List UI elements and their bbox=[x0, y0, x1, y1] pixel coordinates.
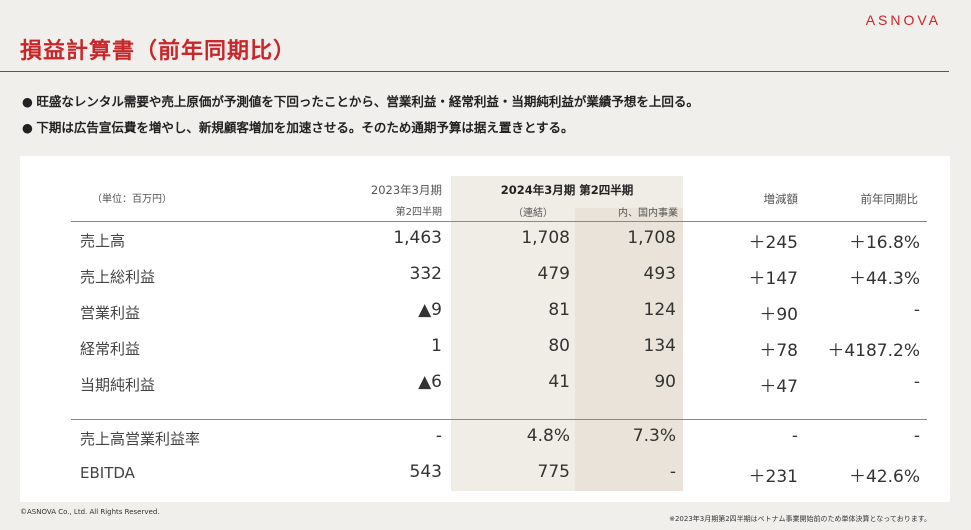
cell-diff: ＋231 bbox=[748, 467, 798, 487]
row-label: 売上総利益 bbox=[80, 268, 156, 286]
cell-diff: ＋90 bbox=[759, 305, 798, 325]
row-label: 当期純利益 bbox=[80, 376, 156, 394]
summary-bullets: ● 旺盛なレンタル需要や売上原価が予測値を下回ったことから、営業利益・経常利益・… bbox=[22, 92, 942, 144]
cell-prev: 332 bbox=[409, 264, 442, 284]
cell-consolidated: 81 bbox=[548, 300, 570, 320]
domestic-column-highlight bbox=[575, 208, 683, 491]
cell-consolidated: 1,708 bbox=[521, 228, 570, 248]
bullet-text: 下期は広告宣伝費を増やし、新規顧客増加を加速させる。そのため通期予算は据え置きと… bbox=[36, 120, 574, 135]
cell-domestic: 7.3% bbox=[632, 426, 676, 446]
footnote-text: ※2023年3月期第2四半期はベトナム事業開始前のため単体決算となっております。 bbox=[669, 515, 931, 523]
brand-logo: ASNOVA bbox=[865, 12, 941, 28]
cell-prev: ▲9 bbox=[418, 300, 442, 320]
cell-domestic: 1,708 bbox=[627, 228, 676, 248]
cell-yoy: - bbox=[913, 300, 920, 320]
cell-domestic: 134 bbox=[643, 336, 676, 356]
summary-bullet-1: ● 旺盛なレンタル需要や売上原価が予測値を下回ったことから、営業利益・経常利益・… bbox=[22, 92, 942, 118]
row-label: 営業利益 bbox=[80, 304, 141, 322]
cell-domestic: 124 bbox=[643, 300, 676, 320]
cell-domestic: 493 bbox=[643, 264, 676, 284]
col-yoy-header: 前年同期比 bbox=[860, 192, 919, 206]
row-label: 売上高営業利益率 bbox=[80, 430, 201, 448]
cell-diff: ＋245 bbox=[748, 233, 798, 253]
col-diff-header: 増減額 bbox=[763, 192, 799, 206]
unit-label: （単位：百万円） bbox=[92, 194, 172, 205]
cell-yoy: - bbox=[913, 372, 920, 392]
col-prev-subheader: 第2四半期 bbox=[395, 207, 442, 218]
cell-yoy: ＋16.8% bbox=[848, 233, 920, 253]
cell-consolidated: 41 bbox=[548, 372, 570, 392]
cell-prev: 543 bbox=[409, 462, 442, 482]
cell-yoy: - bbox=[913, 426, 920, 446]
bullet-marker: ● bbox=[22, 120, 33, 135]
income-statement-table: （単位：百万円） 2023年3月期 第2四半期 2024年3月期 第2四半期 （… bbox=[20, 156, 950, 502]
cell-diff: ＋147 bbox=[748, 269, 798, 289]
row-label: 経常利益 bbox=[80, 340, 141, 358]
bullet-text: 旺盛なレンタル需要や売上原価が予測値を下回ったことから、営業利益・経常利益・当期… bbox=[36, 94, 699, 109]
copyright-text: ©ASNOVA Co., Ltd. All Rights Reserved. bbox=[20, 508, 160, 516]
section-divider bbox=[71, 419, 927, 420]
col-domestic-subheader: 内、国内事業 bbox=[618, 208, 678, 219]
header-divider bbox=[71, 221, 927, 222]
col-consolidated-subheader: （連結） bbox=[513, 208, 553, 219]
row-label: 売上高 bbox=[80, 232, 126, 250]
page-title: 損益計算書（前年同期比） bbox=[20, 39, 297, 64]
cell-yoy: ＋44.3% bbox=[848, 269, 920, 289]
cell-prev: ▲6 bbox=[418, 372, 442, 392]
cell-diff: - bbox=[791, 426, 798, 446]
cell-prev: 1 bbox=[431, 336, 442, 356]
cell-consolidated: 80 bbox=[548, 336, 570, 356]
cell-prev: - bbox=[435, 426, 442, 446]
cell-consolidated: 4.8% bbox=[526, 426, 570, 446]
cell-domestic: - bbox=[669, 462, 676, 482]
col-current-header: 2024年3月期 第2四半期 bbox=[500, 183, 634, 197]
cell-diff: ＋47 bbox=[759, 377, 798, 397]
summary-bullet-2: ● 下期は広告宣伝費を増やし、新規顧客増加を加速させる。そのため通期予算は据え置… bbox=[22, 118, 942, 144]
cell-consolidated: 479 bbox=[537, 264, 570, 284]
col-prev-header: 2023年3月期 bbox=[370, 183, 442, 197]
cell-yoy: ＋42.6% bbox=[848, 467, 920, 487]
cell-consolidated: 775 bbox=[537, 462, 570, 482]
row-label: EBITDA bbox=[80, 464, 135, 482]
cell-domestic: 90 bbox=[654, 372, 676, 392]
cell-prev: 1,463 bbox=[393, 228, 442, 248]
cell-yoy: ＋4187.2% bbox=[827, 341, 920, 361]
bullet-marker: ● bbox=[22, 94, 33, 109]
title-divider bbox=[0, 71, 949, 72]
cell-diff: ＋78 bbox=[759, 341, 798, 361]
